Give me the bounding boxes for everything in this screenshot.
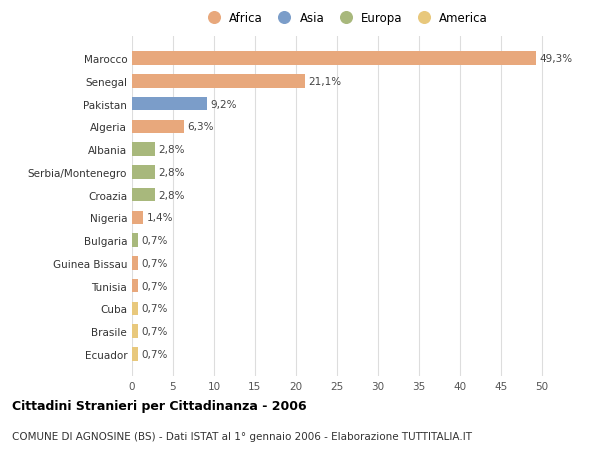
Text: 0,7%: 0,7% — [141, 281, 167, 291]
Bar — [132, 211, 143, 225]
Text: 6,3%: 6,3% — [187, 122, 214, 132]
Legend: Africa, Asia, Europa, America: Africa, Asia, Europa, America — [199, 9, 491, 28]
Text: 9,2%: 9,2% — [211, 100, 237, 109]
Bar — [132, 52, 536, 66]
Text: 2,8%: 2,8% — [158, 190, 185, 200]
Text: 2,8%: 2,8% — [158, 168, 185, 178]
Text: Cittadini Stranieri per Cittadinanza - 2006: Cittadini Stranieri per Cittadinanza - 2… — [12, 399, 307, 412]
Bar — [132, 257, 138, 270]
Bar — [132, 166, 155, 179]
Bar — [132, 75, 305, 89]
Bar — [132, 325, 138, 338]
Text: 0,7%: 0,7% — [141, 235, 167, 246]
Bar — [132, 120, 184, 134]
Text: 0,7%: 0,7% — [141, 349, 167, 359]
Text: 21,1%: 21,1% — [308, 77, 341, 87]
Text: 49,3%: 49,3% — [539, 54, 572, 64]
Text: COMUNE DI AGNOSINE (BS) - Dati ISTAT al 1° gennaio 2006 - Elaborazione TUTTITALI: COMUNE DI AGNOSINE (BS) - Dati ISTAT al … — [12, 431, 472, 442]
Text: 2,8%: 2,8% — [158, 145, 185, 155]
Text: 0,7%: 0,7% — [141, 258, 167, 269]
Bar — [132, 347, 138, 361]
Text: 0,7%: 0,7% — [141, 304, 167, 313]
Bar — [132, 234, 138, 247]
Bar — [132, 188, 155, 202]
Bar — [132, 279, 138, 293]
Text: 0,7%: 0,7% — [141, 326, 167, 336]
Bar — [132, 143, 155, 157]
Bar — [132, 98, 208, 111]
Text: 1,4%: 1,4% — [147, 213, 173, 223]
Bar — [132, 302, 138, 315]
